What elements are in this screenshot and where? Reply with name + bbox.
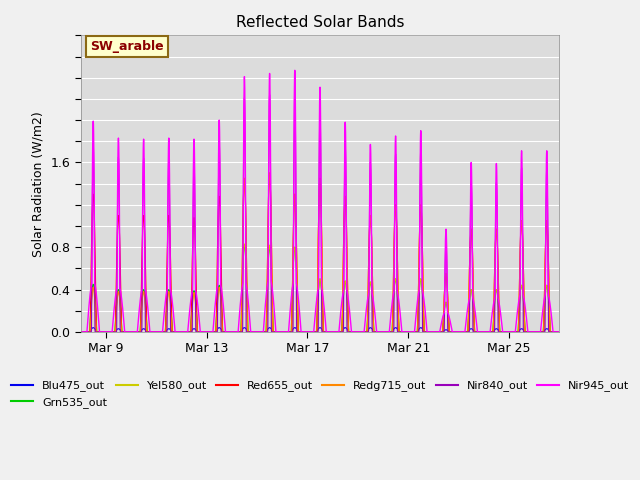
Grn535_out [120,329,128,335]
Redg715_out [266,170,273,176]
Nir840_out [77,329,84,335]
Red655_out [438,329,446,335]
Grn535_out [241,242,248,248]
Nir840_out [321,329,329,335]
Nir945_out [512,322,520,328]
Grn535_out [438,329,446,335]
Line: Nir840_out: Nir840_out [81,92,559,332]
Grn535_out [321,329,329,335]
Yel580_out [438,329,446,335]
Line: Nir945_out: Nir945_out [81,70,559,332]
Line: Grn535_out: Grn535_out [81,245,559,332]
Red655_out [77,329,84,335]
Grn535_out [324,329,332,335]
Line: Blu475_out: Blu475_out [81,328,559,332]
Nir945_out [321,315,329,321]
Red655_out [556,329,563,335]
Nir945_out [120,325,128,331]
Redg715_out [324,329,332,335]
Blu475_out [90,325,97,331]
Nir945_out [438,316,446,322]
Yel580_out [512,329,520,335]
Nir840_out [291,89,299,95]
Yel580_out [120,329,128,335]
Line: Yel580_out: Yel580_out [81,244,559,332]
Blu475_out [324,329,332,335]
Red655_out [321,329,329,335]
Blu475_out [512,329,520,335]
Blu475_out [121,329,129,335]
Grn535_out [512,329,520,335]
Nir945_out [291,67,299,73]
Blu475_out [380,329,387,335]
Nir840_out [438,329,446,335]
Red655_out [324,329,332,335]
Nir840_out [512,329,520,335]
Line: Redg715_out: Redg715_out [81,173,559,332]
Grn535_out [556,329,563,335]
Blu475_out [77,329,84,335]
Grn535_out [77,329,84,335]
Line: Red655_out: Red655_out [81,173,559,332]
Legend: Blu475_out, Grn535_out, Yel580_out, Red655_out, Redg715_out, Nir840_out, Nir945_: Blu475_out, Grn535_out, Yel580_out, Red6… [6,376,634,412]
Red655_out [120,329,128,335]
Nir840_out [380,329,387,335]
Red655_out [266,170,273,176]
Redg715_out [120,329,128,335]
Nir945_out [324,329,332,335]
Nir840_out [556,329,563,335]
Blu475_out [321,329,329,335]
Redg715_out [321,329,329,335]
Redg715_out [512,329,520,335]
Red655_out [380,329,387,335]
Nir840_out [324,329,332,335]
Nir840_out [120,329,128,335]
Redg715_out [380,329,387,335]
Yel580_out [77,329,84,335]
Yel580_out [380,329,387,335]
Grn535_out [380,329,387,335]
Redg715_out [438,329,446,335]
Nir945_out [380,329,387,335]
Blu475_out [556,329,563,335]
Yel580_out [241,241,248,247]
Red655_out [512,329,520,335]
Yel580_out [321,329,329,335]
Redg715_out [77,329,84,335]
Title: Reflected Solar Bands: Reflected Solar Bands [236,15,404,30]
Nir945_out [556,329,563,335]
Text: SW_arable: SW_arable [90,40,164,53]
Yel580_out [324,329,332,335]
Yel580_out [556,329,563,335]
Blu475_out [438,329,446,335]
Redg715_out [556,329,563,335]
Y-axis label: Solar Radiation (W/m2): Solar Radiation (W/m2) [31,111,45,256]
Nir945_out [77,329,84,335]
